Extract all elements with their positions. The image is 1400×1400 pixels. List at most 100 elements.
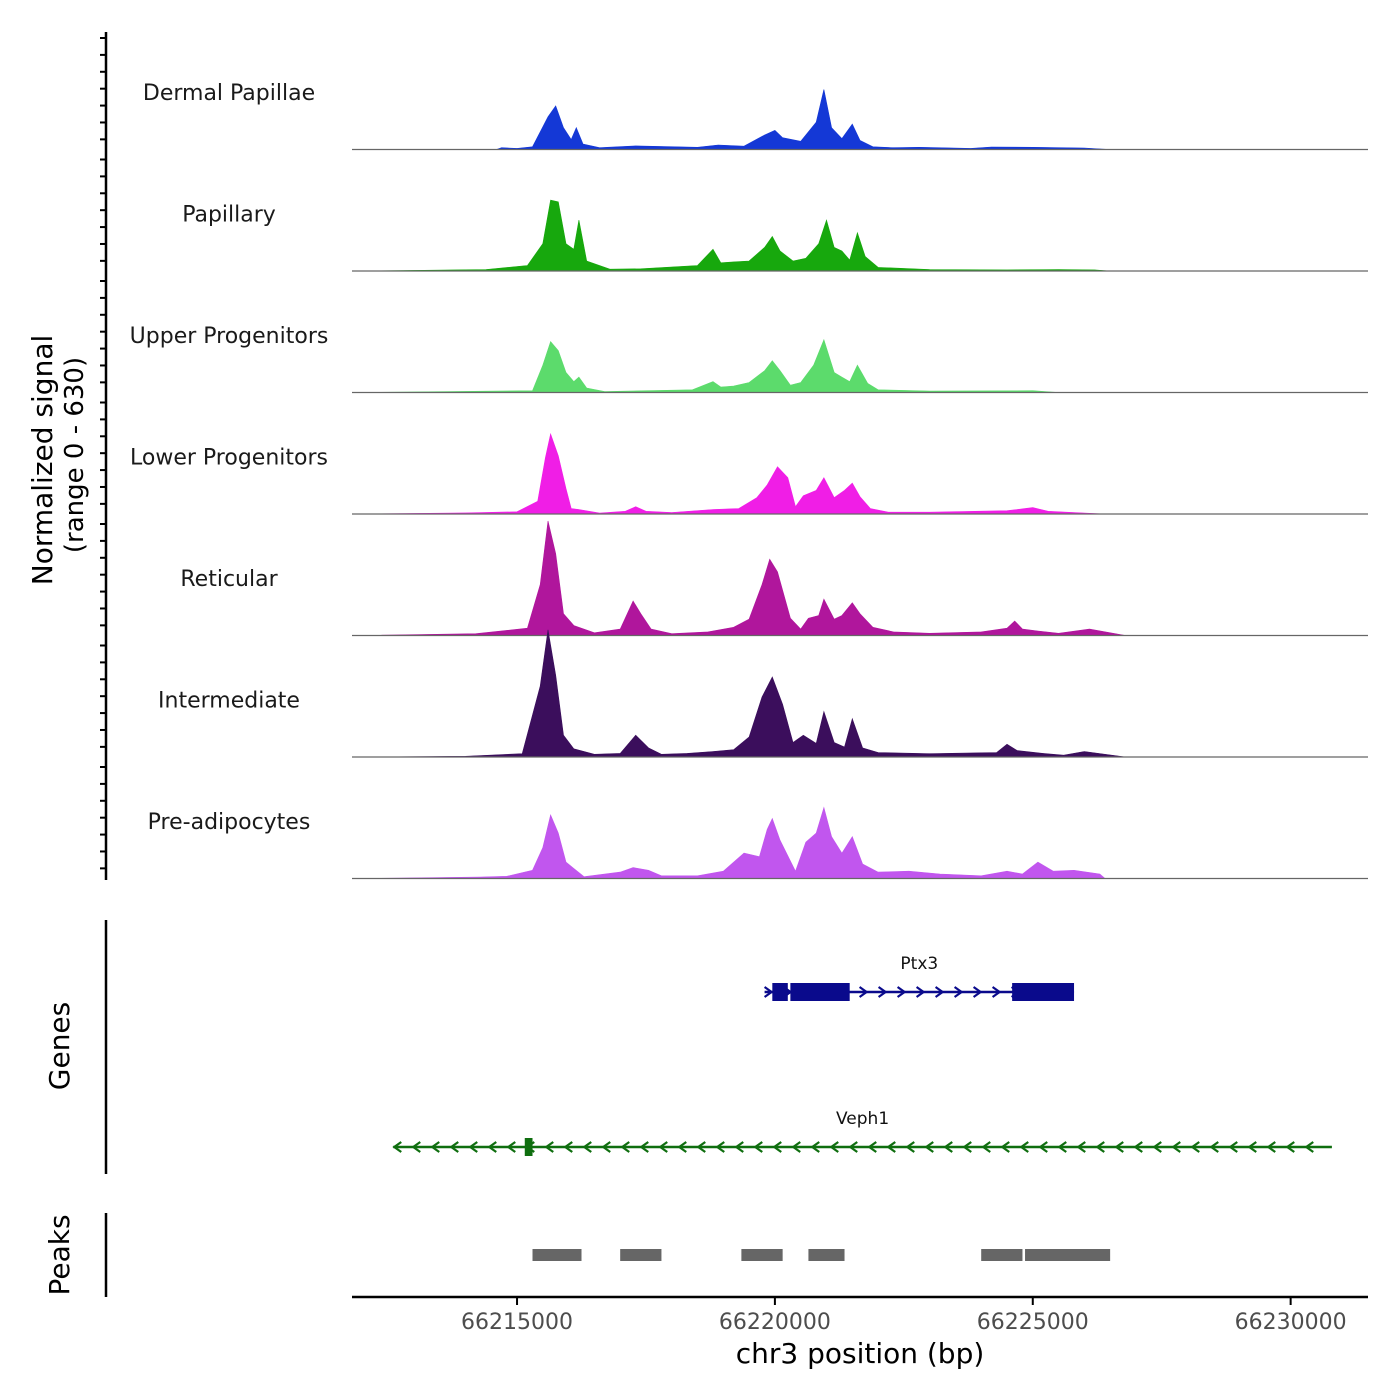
strand-arrow (953, 986, 964, 998)
strand-arrow (582, 1141, 592, 1153)
peak-region (1025, 1249, 1111, 1261)
strand-arrow (810, 1141, 820, 1153)
peak-region (620, 1249, 662, 1261)
strand-arrow (924, 1141, 934, 1153)
track-label: Reticular (180, 567, 278, 592)
strand-arrow (1114, 1141, 1124, 1153)
strand-arrow (411, 1141, 421, 1153)
signal-area (362, 338, 1368, 393)
strand-arrow (1057, 1141, 1067, 1153)
x-axis-label: chr3 position (bp) (736, 1337, 985, 1370)
strand-arrow (1038, 1141, 1048, 1153)
signal-area (362, 806, 1368, 879)
gene-label: Ptx3 (900, 954, 938, 974)
strand-arrow (934, 986, 945, 998)
strand-arrow (829, 1141, 839, 1153)
strand-arrow (848, 1141, 858, 1153)
gene-model: Ptx3 (763, 954, 1075, 1001)
strand-arrow (392, 1141, 402, 1153)
peak-region (532, 1249, 582, 1261)
strand-arrow (1285, 1141, 1295, 1153)
signal-track: Upper Progenitors (130, 324, 1368, 394)
strand-arrow (962, 1141, 972, 1153)
track-label: Dermal Papillae (143, 81, 315, 106)
strand-arrow (506, 1141, 516, 1153)
peak-region (981, 1249, 1023, 1261)
strand-arrow (1304, 1141, 1314, 1153)
track-label: Lower Progenitors (130, 446, 328, 471)
peak-track (532, 1249, 1111, 1261)
strand-arrow (772, 1141, 782, 1153)
strand-arrow (972, 986, 983, 998)
signal-track: Papillary (182, 199, 1368, 272)
gene-exon (790, 983, 850, 1001)
axes: 66215000 66220000 66225000 66230000 (100, 32, 1368, 1335)
track-label: Pre-adipocytes (148, 810, 311, 835)
signal-track: Pre-adipocytes (148, 806, 1368, 880)
strand-arrow (601, 1141, 611, 1153)
strand-arrow (677, 1141, 687, 1153)
strand-arrow (763, 986, 774, 998)
y-axis-label-line1: Normalized signal (26, 335, 59, 586)
peak-region (808, 1249, 845, 1261)
strand-arrow (1171, 1141, 1181, 1153)
strand-arrow (858, 986, 869, 998)
strand-arrow (563, 1141, 573, 1153)
strand-arrow (1000, 1141, 1010, 1153)
strand-arrow (791, 1141, 801, 1153)
strand-arrow (696, 1141, 706, 1153)
strand-arrow (639, 1141, 649, 1153)
signal-track: Intermediate (158, 629, 1368, 758)
strand-arrow (715, 1141, 725, 1153)
strand-arrow (1190, 1141, 1200, 1153)
strand-arrow (753, 1141, 763, 1153)
signal-area (362, 199, 1368, 272)
signal-area (362, 89, 1368, 150)
x-tick-label: 66225000 (977, 1310, 1089, 1335)
peak-region (741, 1249, 783, 1261)
gene-model: Veph1 (392, 1109, 1332, 1156)
strand-arrow (1247, 1141, 1257, 1153)
signal-area (362, 629, 1368, 758)
signal-area (362, 520, 1368, 636)
track-label: Upper Progenitors (130, 324, 329, 349)
strand-arrow (658, 1141, 668, 1153)
strand-arrow (1076, 1141, 1086, 1153)
gene-exon (1012, 983, 1075, 1001)
strand-arrow (430, 1141, 440, 1153)
strand-arrow (943, 1141, 953, 1153)
signal-area (362, 432, 1368, 515)
x-tick-label: 66230000 (1235, 1310, 1347, 1335)
track-label: Papillary (182, 203, 276, 228)
signal-track: Dermal Papillae (143, 81, 1368, 151)
strand-arrow (905, 1141, 915, 1153)
strand-arrow (1019, 1141, 1029, 1153)
strand-arrow (877, 986, 888, 998)
strand-arrow (915, 986, 926, 998)
strand-arrow (896, 986, 907, 998)
strand-arrow (487, 1141, 497, 1153)
peaks-track-label: Peaks (43, 1214, 76, 1295)
strand-arrow (620, 1141, 630, 1153)
genes-track-label: Genes (43, 1002, 76, 1090)
strand-arrow (1133, 1141, 1143, 1153)
strand-arrow (991, 986, 1002, 998)
strand-arrow (449, 1141, 459, 1153)
gene-label: Veph1 (836, 1109, 889, 1129)
strand-arrow (1209, 1141, 1219, 1153)
strand-arrow (1152, 1141, 1162, 1153)
strand-arrow (981, 1141, 991, 1153)
track-label: Intermediate (158, 689, 300, 714)
y-axis-label-line2: (range 0 - 630) (60, 357, 90, 553)
gene-exon (524, 1138, 533, 1156)
gene-exon (772, 983, 788, 1001)
strand-arrow (1228, 1141, 1238, 1153)
signal-tracks: Dermal Papillae Papillary Upper Progenitor… (130, 81, 1368, 880)
strand-arrow (867, 1141, 877, 1153)
strand-arrow (734, 1141, 744, 1153)
strand-arrow (544, 1141, 554, 1153)
gene-track: Ptx3 Veph1 (392, 954, 1332, 1156)
strand-arrow (1095, 1141, 1105, 1153)
strand-arrow (468, 1141, 478, 1153)
